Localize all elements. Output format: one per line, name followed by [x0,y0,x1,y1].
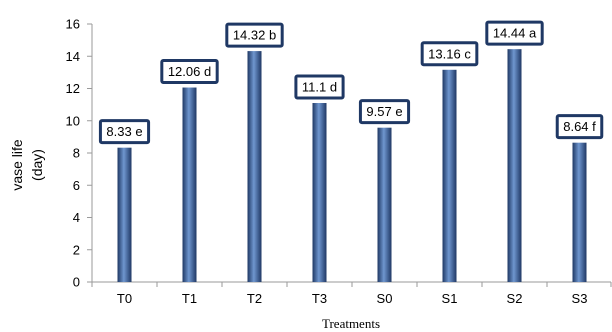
data-label-box [420,41,479,67]
x-axis-label: Treatments [322,316,380,331]
x-tick-label: T0 [117,291,132,306]
data-label: 13.16 c [420,41,479,67]
bar [377,127,392,282]
bar [247,51,262,283]
x-axis: T0 T1 T2 T3 S0 S1 S2 S3 [91,281,612,306]
y-tick-label: 0 [73,275,80,290]
data-label-text: 14.44 a [493,26,537,41]
y-tick-label: 12 [66,81,80,96]
x-tick-label: S0 [377,291,393,306]
data-label-text: 12.06 d [168,64,211,79]
data-labels: 8.33 e 12.06 d 14.32 b 11.1 d 9.57 e 13.16 c 1… [98,20,604,145]
data-label: 14.44 a [485,20,544,46]
x-tick-label: S1 [442,291,458,306]
y-tick-label: 2 [73,242,80,257]
data-label-text: 13.16 c [428,46,471,61]
bar [117,147,132,282]
bar [507,49,522,282]
data-label: 14.32 b [225,22,284,48]
data-label: 12.06 d [160,59,219,85]
data-label-text: 14.32 b [233,28,276,43]
x-tick-label: S3 [572,291,588,306]
y-tick-label: 8 [73,146,80,161]
data-label: 9.57 e [358,99,411,125]
y-tick-label: 16 [66,17,80,32]
data-label-text: 8.64 f [563,119,596,134]
y-axis-label-line2: (day) [29,149,45,181]
data-label-box [358,99,411,125]
y-tick-label: 6 [73,178,80,193]
data-label-text: 9.57 e [366,104,402,119]
bar [182,87,197,282]
x-tick-label: S2 [507,291,523,306]
bars [117,49,587,283]
data-label-box [555,114,604,140]
bar [572,142,587,282]
data-label-box [160,59,219,85]
data-label: 11.1 d [294,74,345,100]
y-axis-label-line1: vase life [9,139,25,191]
data-label-text: 8.33 e [106,124,142,139]
data-label-box [294,74,345,100]
bar [312,103,327,282]
data-label-text: 11.1 d [302,80,337,95]
x-tick-label: T2 [247,291,262,306]
data-label-box [485,20,544,46]
bar [442,69,457,282]
data-label-box [225,22,284,48]
y-tick-label: 10 [66,113,80,128]
x-tick-label: T3 [312,291,327,306]
data-label: 8.33 e [98,119,151,145]
x-tick-label: T1 [182,291,197,306]
data-label: 8.64 f [555,114,604,140]
y-tick-label: 14 [66,49,80,64]
y-tick-label: 4 [73,210,80,225]
y-axis: 0 2 4 6 8 10 12 14 16 [66,17,93,290]
data-label-box [98,119,151,145]
